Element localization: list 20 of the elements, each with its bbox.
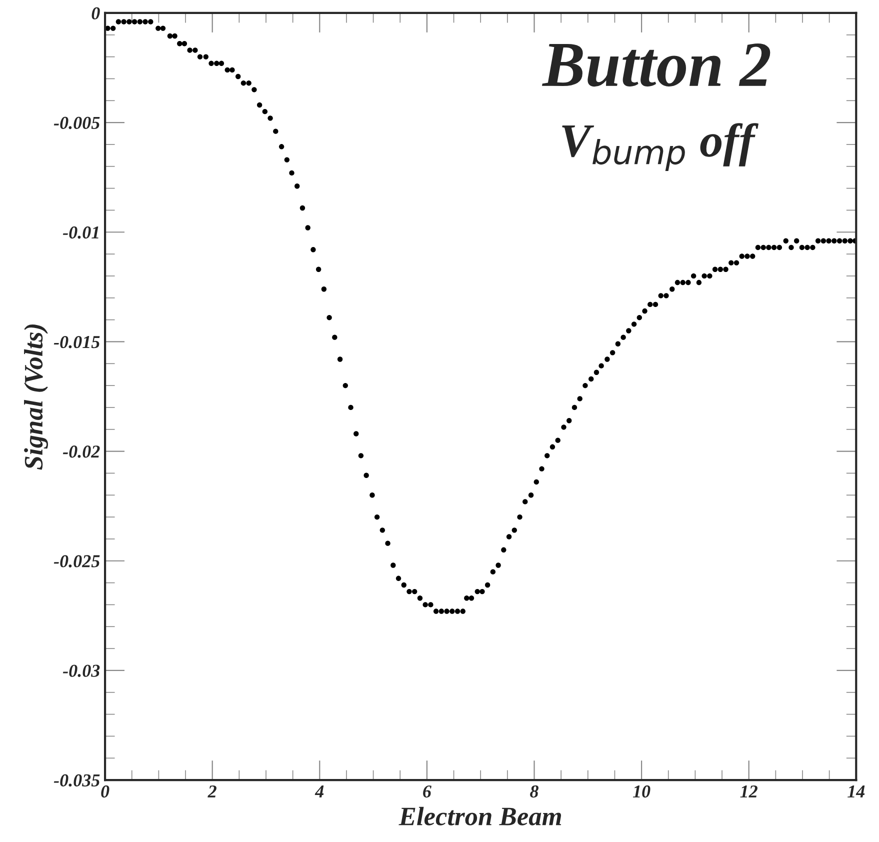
y-tick-label: 0 <box>92 7 100 20</box>
chart-title: Button 2 <box>542 44 770 87</box>
y-tick-label: -0.02 <box>62 446 100 458</box>
x-tick-label: 12 <box>740 785 758 798</box>
x-axis-title: Electron Beam <box>398 806 562 826</box>
y-axis-title: Signal (Volts) <box>24 324 48 470</box>
x-tick-label: 8 <box>530 785 538 798</box>
y-tick-label: -0.015 <box>54 336 100 348</box>
text: V$_{bump}$ off <box>562 123 758 171</box>
x-tick-label: 10 <box>632 785 650 798</box>
x-tick-label: 2 <box>208 785 216 798</box>
y-tick-label: -0.035 <box>54 774 100 787</box>
x-tick-label: 6 <box>423 785 432 798</box>
x-tick-label: 14 <box>848 786 865 798</box>
y-tick-label: -0.025 <box>54 555 100 568</box>
y-tick-label: -0.03 <box>62 664 100 677</box>
y-tick-label: -0.01 <box>62 226 98 239</box>
x-tick-label: 0 <box>101 785 110 798</box>
y-tick-label: -0.005 <box>54 116 100 130</box>
x-tick-label: 4 <box>314 786 324 798</box>
